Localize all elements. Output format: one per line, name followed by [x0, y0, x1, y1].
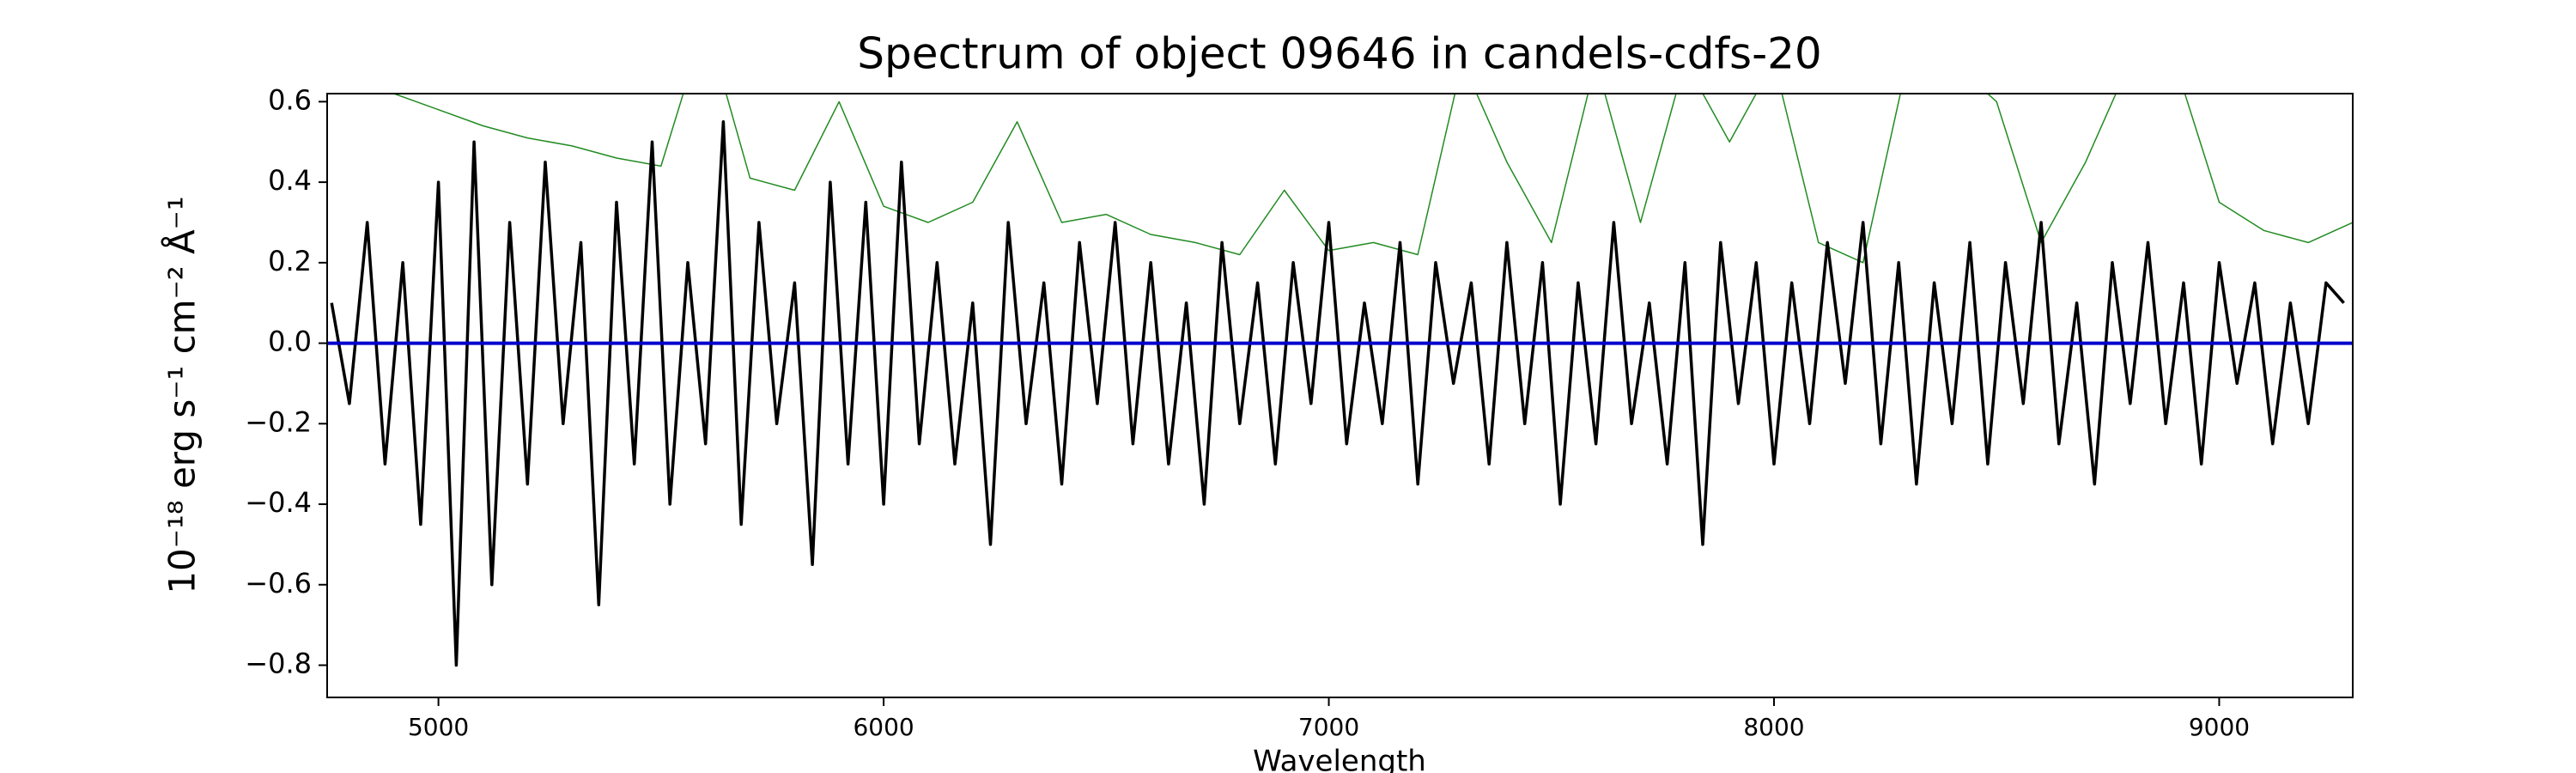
y-tick-label: −0.4	[245, 486, 312, 519]
x-tick-label: 5000	[408, 713, 469, 741]
y-tick-label: 0.6	[268, 83, 312, 116]
y-tick-label: 0.0	[268, 326, 312, 358]
x-tick-label: 8000	[1743, 713, 1804, 741]
x-tick-label: 7000	[1298, 713, 1359, 741]
x-tick-label: 6000	[853, 713, 914, 741]
spectrum-line	[393, 94, 2353, 264]
y-tick-label: 0.4	[268, 164, 312, 197]
x-tick-label: 9000	[2189, 713, 2250, 741]
y-axis-label: 10⁻¹⁸ erg s⁻¹ cm⁻² Å⁻¹	[161, 196, 204, 593]
y-tick-label: −0.6	[245, 567, 312, 600]
x-axis-label: Wavelength	[1253, 745, 1426, 773]
y-tick-label: 0.2	[268, 245, 312, 277]
chart-title: Spectrum of object 09646 in candels-cdfs…	[857, 29, 1822, 79]
plot-frame	[326, 93, 2354, 698]
y-tick-label: −0.2	[245, 405, 312, 438]
y-tick-label: −0.8	[245, 648, 312, 680]
spectrum-line	[330, 120, 2345, 667]
